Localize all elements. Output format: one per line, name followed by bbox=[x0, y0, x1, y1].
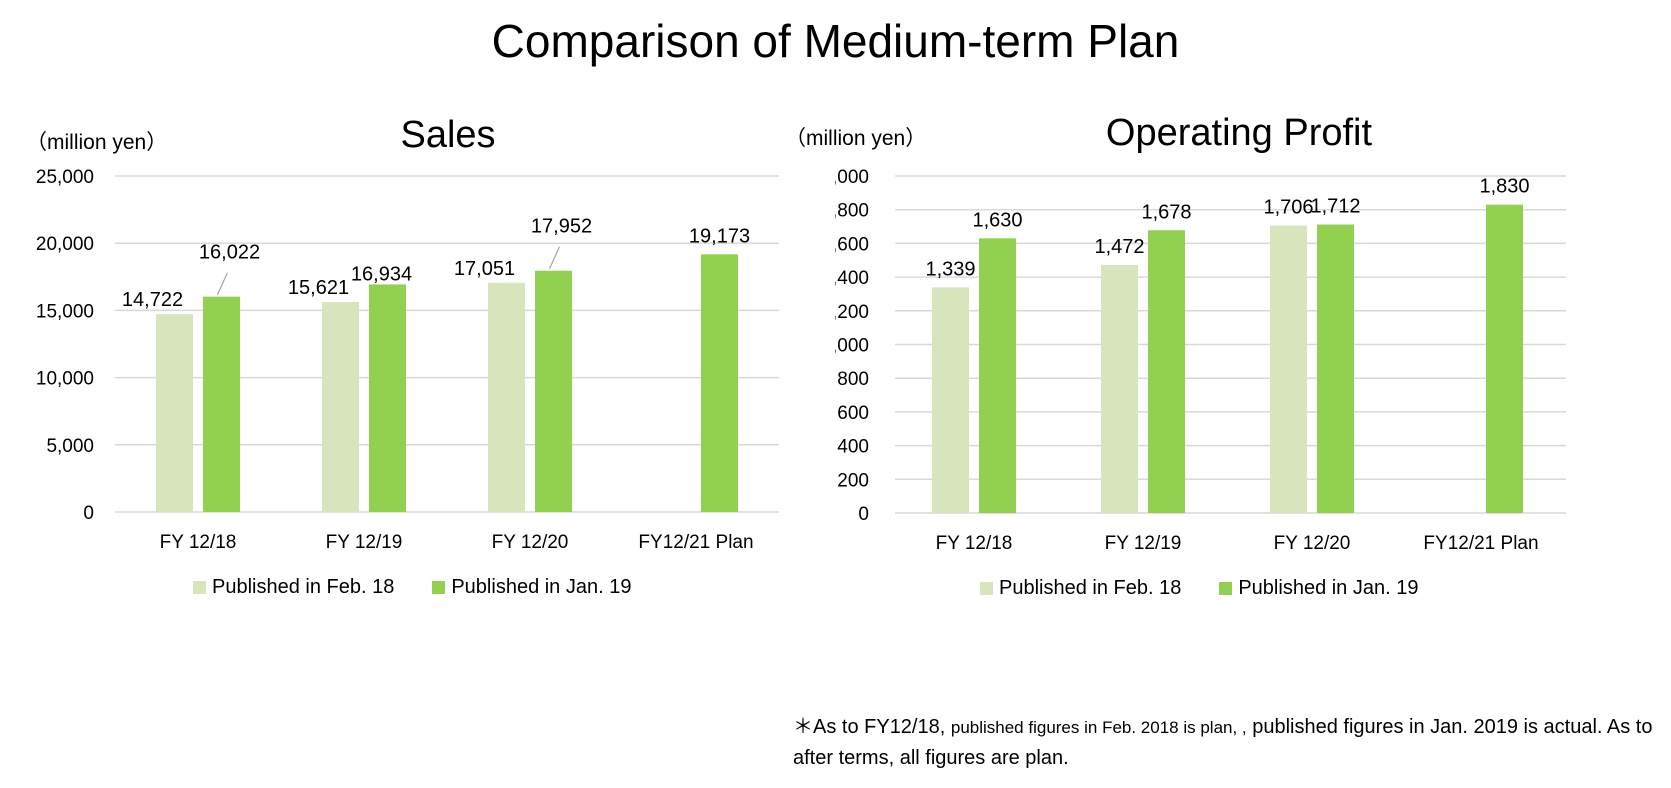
profit-legend: Published in Feb. 18 Published in Jan. 1… bbox=[980, 577, 1456, 600]
profit-bar bbox=[979, 238, 1016, 513]
sales-bar bbox=[488, 282, 525, 512]
profit-data-label: 1,339 bbox=[925, 258, 975, 280]
profit-bar bbox=[1486, 204, 1523, 513]
sales-ytick-label: 5,000 bbox=[46, 436, 94, 457]
sales-data-label: 17,952 bbox=[531, 216, 592, 238]
profit-bar bbox=[1101, 264, 1138, 513]
profit-data-label: 1,678 bbox=[1141, 201, 1191, 223]
profit-xtick-label: FY12/21 Plan bbox=[1423, 533, 1538, 554]
profit-ytick-label: 200 bbox=[837, 470, 869, 491]
sales-bar bbox=[156, 314, 193, 512]
sales-plot: 0 5,000 10,000 15,000 20,000 25,000 FY 12/18 14… bbox=[36, 167, 779, 553]
profit-ytick-label: 1,400 bbox=[835, 268, 869, 289]
sales-data-label: 17,051 bbox=[454, 258, 515, 280]
legend-swatch bbox=[432, 581, 446, 594]
profit-ytick-label: 600 bbox=[837, 403, 869, 424]
sales-unit-label: （million yen） bbox=[26, 131, 168, 154]
profit-data-label: 1,706 bbox=[1263, 197, 1313, 219]
sales-data-label: 16,934 bbox=[351, 263, 412, 285]
profit-bar bbox=[932, 287, 969, 513]
sales-bar bbox=[322, 302, 359, 512]
profit-plot: 0 200 400 600 800 1,000 1,200 1,400 1,600 1,800 2,… bbox=[835, 167, 1566, 554]
profit-data-label: 1,630 bbox=[972, 209, 1022, 231]
profit-xtick-label: FY 12/20 bbox=[1274, 533, 1351, 554]
footnote-part-1: ＊As to FY12/18, bbox=[793, 716, 951, 738]
sales-xtick-label: FY12/21 Plan bbox=[638, 532, 753, 553]
sales-bar bbox=[535, 270, 572, 512]
profit-ytick-label: 1,600 bbox=[835, 234, 869, 255]
sales-ytick-label: 15,000 bbox=[36, 301, 94, 322]
profit-bar bbox=[1317, 224, 1354, 513]
profit-bar bbox=[1148, 230, 1185, 513]
sales-bar bbox=[203, 296, 240, 512]
profit-ytick-label: 800 bbox=[837, 369, 869, 390]
footnote-part-3: published figures in Jan. 2019 is actual… bbox=[793, 716, 1653, 769]
page-title: Comparison of Medium-term Plan bbox=[491, 15, 1180, 67]
sales-chart-title: Sales bbox=[400, 114, 496, 156]
sales-data-label: 16,022 bbox=[199, 242, 260, 264]
sales-data-label: 15,621 bbox=[288, 277, 349, 299]
legend-swatch bbox=[1219, 582, 1233, 595]
sales-legend-item-feb18: Published in Feb. 18 bbox=[193, 576, 394, 599]
profit-ytick-label: 0 bbox=[858, 504, 869, 525]
footnote: ＊As to FY12/18, published figures in Feb… bbox=[793, 712, 1653, 773]
profit-legend-item-feb18: Published in Feb. 18 bbox=[980, 577, 1181, 600]
profit-ytick-label: 2,000 bbox=[835, 167, 869, 188]
profit-data-label: 1,830 bbox=[1479, 176, 1529, 198]
sales-label-connector bbox=[216, 272, 229, 295]
profit-chart: 0 200 400 600 800 1,000 1,200 1,400 1,600 1,800 2,… bbox=[785, 110, 1671, 630]
legend-label: Published in Feb. 18 bbox=[999, 577, 1182, 599]
profit-bar bbox=[1270, 225, 1307, 513]
profit-unit-label: （million yen） bbox=[785, 127, 927, 150]
sales-label-connector bbox=[548, 246, 561, 269]
sales-xtick-label: FY 12/19 bbox=[326, 532, 403, 553]
sales-ytick-label: 10,000 bbox=[36, 369, 94, 390]
footnote-part-2: published figures in Feb. 2018 is plan, … bbox=[950, 718, 1247, 737]
profit-ytick-label: 400 bbox=[837, 437, 869, 458]
profit-ytick-label: 1,800 bbox=[835, 201, 869, 222]
sales-chart: 0 5,000 10,000 15,000 20,000 25,000 FY 12/18 14… bbox=[0, 110, 835, 630]
sales-xtick-label: FY 12/20 bbox=[492, 532, 569, 553]
sales-bar bbox=[701, 254, 738, 512]
sales-legend: Published in Feb. 18 Published in Jan. 1… bbox=[193, 576, 669, 599]
profit-ytick-label: 1,200 bbox=[835, 302, 869, 323]
sales-ytick-label: 20,000 bbox=[36, 234, 94, 255]
sales-ytick-label: 25,000 bbox=[36, 167, 94, 188]
legend-swatch bbox=[980, 582, 993, 595]
profit-legend-item-jan19: Published in Jan. 19 bbox=[1219, 577, 1418, 600]
profit-data-label: 1,712 bbox=[1310, 196, 1360, 218]
legend-label: Published in Feb. 18 bbox=[212, 576, 395, 598]
sales-xtick-label: FY 12/18 bbox=[160, 532, 237, 553]
legend-label: Published in Jan. 19 bbox=[1238, 577, 1419, 599]
profit-xtick-label: FY 12/19 bbox=[1105, 533, 1182, 554]
sales-data-label: 19,173 bbox=[689, 225, 750, 247]
sales-legend-item-jan19: Published in Jan. 19 bbox=[432, 576, 631, 599]
profit-chart-title: Operating Profit bbox=[1105, 112, 1373, 154]
sales-ytick-label: 0 bbox=[83, 503, 94, 524]
sales-data-label: 14,722 bbox=[122, 289, 183, 311]
profit-data-label: 1,472 bbox=[1094, 236, 1144, 258]
sales-bar bbox=[369, 284, 406, 512]
profit-xtick-label: FY 12/18 bbox=[936, 533, 1013, 554]
legend-label: Published in Jan. 19 bbox=[451, 576, 632, 598]
profit-ytick-label: 1,000 bbox=[835, 336, 869, 357]
legend-swatch bbox=[193, 581, 206, 594]
